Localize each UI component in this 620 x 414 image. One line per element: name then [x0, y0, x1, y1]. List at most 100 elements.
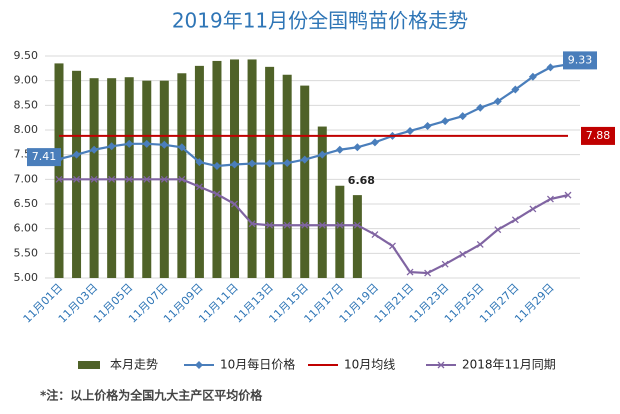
marker	[230, 160, 239, 169]
marker	[318, 221, 326, 229]
marker	[389, 242, 396, 250]
marker	[511, 85, 520, 94]
marker	[476, 103, 485, 112]
marker	[546, 63, 555, 72]
marker	[143, 175, 151, 183]
marker	[73, 175, 81, 183]
bar	[352, 195, 362, 278]
legend-marker	[437, 361, 445, 369]
bar	[72, 70, 82, 278]
marker	[458, 112, 467, 121]
data-label-box	[581, 126, 615, 145]
bar	[194, 65, 204, 278]
y-tick-label: 8.00	[14, 123, 39, 136]
marker	[160, 140, 169, 149]
data-label: 6.68	[348, 174, 375, 187]
footnote: *注：以上价格为全国九大主产区平均价格	[40, 388, 263, 403]
marker	[248, 159, 257, 168]
marker	[195, 158, 204, 167]
y-tick-label: 6.50	[14, 197, 39, 210]
bar	[317, 126, 327, 279]
marker	[283, 159, 292, 168]
marker	[494, 226, 502, 234]
legend-label: 10月均线	[344, 358, 395, 372]
marker	[125, 139, 134, 148]
marker	[353, 221, 361, 229]
marker	[213, 190, 221, 198]
marker	[283, 221, 291, 229]
bar	[265, 66, 275, 278]
marker	[441, 117, 450, 126]
marker	[177, 143, 186, 152]
marker	[353, 143, 362, 152]
marker	[265, 159, 274, 168]
marker	[336, 221, 344, 229]
marker	[90, 145, 99, 154]
marker	[493, 97, 502, 106]
bar	[300, 85, 310, 278]
marker	[178, 175, 186, 183]
chart-title: 2019年11月份全国鸭苗价格走势	[172, 9, 468, 33]
data-label-box	[563, 51, 597, 70]
y-tick-label: 8.50	[14, 98, 39, 111]
marker	[160, 175, 168, 183]
marker	[335, 145, 344, 154]
bar	[335, 185, 345, 278]
marker	[72, 150, 81, 159]
y-tick-label: 6.00	[14, 222, 39, 235]
marker	[476, 240, 484, 248]
marker	[142, 139, 151, 148]
legend-label: 本月走势	[110, 358, 158, 372]
bar	[107, 78, 117, 278]
marker	[529, 205, 537, 213]
bar	[177, 73, 187, 279]
marker	[90, 175, 98, 183]
marker	[212, 162, 221, 171]
marker	[266, 221, 274, 229]
marker	[528, 72, 537, 81]
bar	[89, 78, 99, 278]
marker	[511, 216, 519, 224]
bar	[124, 77, 134, 278]
marker	[546, 195, 554, 203]
marker	[459, 250, 467, 258]
bar	[282, 74, 292, 278]
marker	[248, 220, 256, 228]
y-tick-label: 5.00	[14, 271, 39, 284]
legend-label: 10月每日价格	[220, 357, 295, 372]
marker	[55, 175, 63, 183]
marker	[406, 268, 414, 276]
marker	[125, 175, 133, 183]
bar	[54, 63, 64, 279]
marker	[406, 126, 415, 135]
marker	[370, 138, 379, 147]
data-label: 9.33	[568, 53, 593, 66]
bar	[247, 59, 257, 278]
legend-label: 2018年11月同期	[462, 358, 556, 372]
marker	[108, 175, 116, 183]
marker	[371, 231, 379, 239]
legend-marker	[195, 361, 203, 369]
marker	[231, 200, 238, 208]
marker	[424, 269, 432, 277]
legend-swatch	[78, 361, 100, 369]
y-tick-label: 9.00	[14, 74, 39, 87]
line	[59, 178, 569, 275]
marker	[107, 142, 116, 151]
y-tick-label: 7.00	[14, 172, 39, 185]
marker	[441, 260, 449, 268]
data-label: 7.88	[586, 129, 611, 142]
y-tick-label: 5.50	[14, 246, 39, 259]
y-tick-label: 9.50	[14, 49, 39, 62]
bar	[230, 59, 240, 278]
marker	[423, 122, 432, 131]
marker	[301, 221, 309, 229]
data-label-box	[27, 148, 61, 167]
marker	[564, 191, 572, 199]
marker	[318, 150, 327, 159]
marker	[195, 183, 203, 191]
line	[58, 63, 569, 168]
data-label: 7.41	[32, 150, 57, 163]
marker	[300, 155, 309, 164]
